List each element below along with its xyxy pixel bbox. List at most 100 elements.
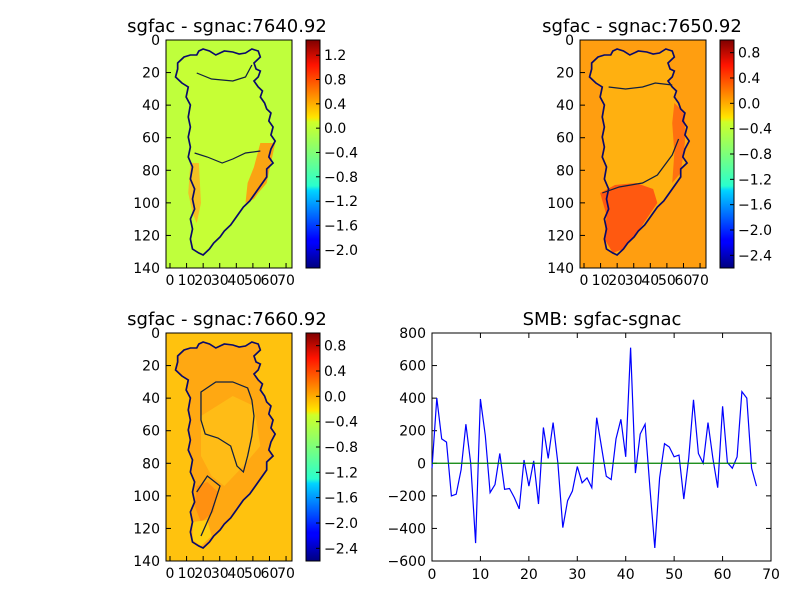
map-y-tick-label: 120 [547, 228, 574, 244]
map-x-tick-label: 20 [608, 273, 626, 289]
smb-difference-series [431, 347, 758, 549]
chart-y-tick-label: 0 [417, 456, 426, 472]
colorbar-tick-label: −2.0 [324, 516, 358, 532]
map-x-tick-label: 10 [592, 273, 610, 289]
map-y-tick-label: 0 [151, 33, 160, 49]
colorbar-tick-label: −1.6 [324, 218, 358, 234]
map-x-tick-label: 20 [194, 273, 212, 289]
colorbar-tick-label: −0.8 [738, 147, 772, 163]
chart-x-tick-label: 70 [762, 567, 780, 583]
colorbar-tick-label: −1.6 [738, 198, 772, 214]
colorbar-tick-label: −0.4 [324, 415, 358, 431]
map-x-tick-label: 60 [675, 273, 693, 289]
map-frame-1 [165, 39, 293, 269]
map-x-tick-label: 70 [277, 566, 295, 582]
colorbar-tick-label: 0.4 [738, 71, 760, 87]
map-y-ticks-1: 0 20 40 60 80 100 120 140 [133, 33, 171, 277]
colorbar-ticks-2: 0.8 0.4 0.0 −0.4 −0.8 −1.2 −1.6 −2.0 −2.4 [730, 46, 772, 264]
colorbar-tick-label: 0.8 [324, 339, 346, 355]
map-title-1: sgfac - sgnac:7640.92 [127, 16, 327, 37]
colorbar-tick-label: 0.8 [738, 46, 760, 62]
map-y-tick-label: 20 [556, 66, 574, 82]
map-y-tick-label: 120 [133, 228, 160, 244]
map-y-tick-label: 80 [556, 163, 574, 179]
map-x-tick-label: 40 [227, 273, 245, 289]
map-title-3: sgfac - sgnac:7660.92 [127, 309, 327, 330]
map-y-tick-label: 140 [547, 261, 574, 277]
colorbar-tick-label: 0.0 [324, 121, 346, 137]
colorbar-ticks-3: 0.8 0.4 0.0 −0.4 −0.8 −1.2 −1.6 −2.0 −2.4 [316, 339, 358, 557]
colorbar-tick-label: 1.2 [324, 48, 346, 64]
map-y-tick-label: 100 [133, 196, 160, 212]
map-x-tick-label: 70 [277, 273, 295, 289]
map-x-tick-label: 50 [244, 273, 262, 289]
colorbar-tick-label: 0.8 [324, 73, 346, 89]
colorbar-tick-label: −2.0 [324, 243, 358, 259]
chart-x-tick-label: 50 [665, 567, 683, 583]
chart-y-tick-label: 600 [399, 359, 426, 375]
colorbar-1 [305, 39, 321, 269]
map-y-tick-label: 40 [142, 391, 160, 407]
colorbar-tick-label: 0.0 [738, 96, 760, 112]
contour-line-1a [196, 64, 253, 82]
map-y-tick-label: 80 [142, 456, 160, 472]
chart-y-tick-label: −400 [388, 521, 426, 537]
chart-x-tick-label: 0 [428, 567, 437, 583]
map-y-tick-label: 40 [142, 98, 160, 114]
map-x-tick-label: 40 [641, 273, 659, 289]
colorbar-tick-label: −1.6 [324, 491, 358, 507]
smb-line-chart: SMB: sgfac-sgnac 0 10 20 30 40 50 60 70 800 600 40… [388, 309, 780, 583]
chart-x-tick-label: 60 [714, 567, 732, 583]
map-panel-3: sgfac - sgnac:7660.92 020406080100120140… [127, 309, 358, 582]
chart-y-tick-label: 200 [399, 424, 426, 440]
map-y-tick-label: 120 [133, 521, 160, 537]
map-y-tick-label: 80 [142, 163, 160, 179]
chart-y-tick-label: −600 [388, 554, 426, 570]
colorbar-tick-label: −1.2 [324, 194, 358, 210]
map-x-tick-label: 30 [211, 273, 229, 289]
map-y-tick-label: 0 [565, 33, 574, 49]
map-y-tick-label: 100 [133, 489, 160, 505]
map-x-tick-label: 10 [178, 273, 196, 289]
map-y-tick-label: 140 [133, 261, 160, 277]
contour-line-3a [200, 381, 255, 474]
contour-line-2a [608, 82, 673, 90]
chart-y-tick-label: 800 [399, 326, 426, 342]
colorbar-tick-label: 0.4 [324, 97, 346, 113]
map-x-tick-label: 0 [166, 566, 175, 582]
east-coast-anomaly-1 [245, 143, 276, 203]
colorbar-ticks-1: 1.2 0.8 0.4 0.0 −0.4 −0.8 −1.2 −1.6 −2.0 [316, 48, 358, 259]
chart-x-tick-label: 30 [568, 567, 586, 583]
map-x-tick-label: 0 [580, 273, 589, 289]
chart-x-tick-label: 20 [520, 567, 538, 583]
map-x-tick-label: 70 [691, 273, 709, 289]
map-x-tick-label: 0 [166, 273, 175, 289]
map-frame-2 [579, 39, 707, 269]
map-x-tick-label: 40 [227, 566, 245, 582]
map-y-tick-label: 60 [142, 131, 160, 147]
east-coast-anomaly-2 [672, 103, 685, 183]
map-y-ticks-3: 0 20 40 60 80 100 120 140 [133, 326, 171, 570]
colorbar-tick-label: −0.4 [738, 122, 772, 138]
colorbar-tick-label: −1.2 [738, 172, 772, 188]
map-x-tick-label: 60 [261, 273, 279, 289]
map-y-tick-label: 60 [556, 131, 574, 147]
chart-ticks: 0 10 20 30 40 50 60 70 800 600 400 200 0 −200 −400 −600 [388, 326, 780, 583]
map-x-tick-label: 50 [244, 566, 262, 582]
chart-y-tick-label: 400 [399, 391, 426, 407]
contour-line-2b [602, 138, 680, 194]
colorbar-tick-label: −2.4 [324, 541, 358, 557]
map-panel-1: sgfac - sgnac:7640.92 020406080100120140… [127, 16, 358, 289]
map-x-tick-label: 10 [178, 566, 196, 582]
contour-line-3b [196, 475, 221, 537]
colorbar-tick-label: −1.2 [324, 465, 358, 481]
chart-x-tick-label: 10 [472, 567, 490, 583]
colorbar-tick-label: 0.0 [324, 389, 346, 405]
colorbar-tick-label: −0.8 [324, 440, 358, 456]
map-x-tick-label: 60 [261, 566, 279, 582]
map-y-tick-label: 0 [151, 326, 160, 342]
colorbar-tick-label: −2.4 [738, 248, 772, 264]
